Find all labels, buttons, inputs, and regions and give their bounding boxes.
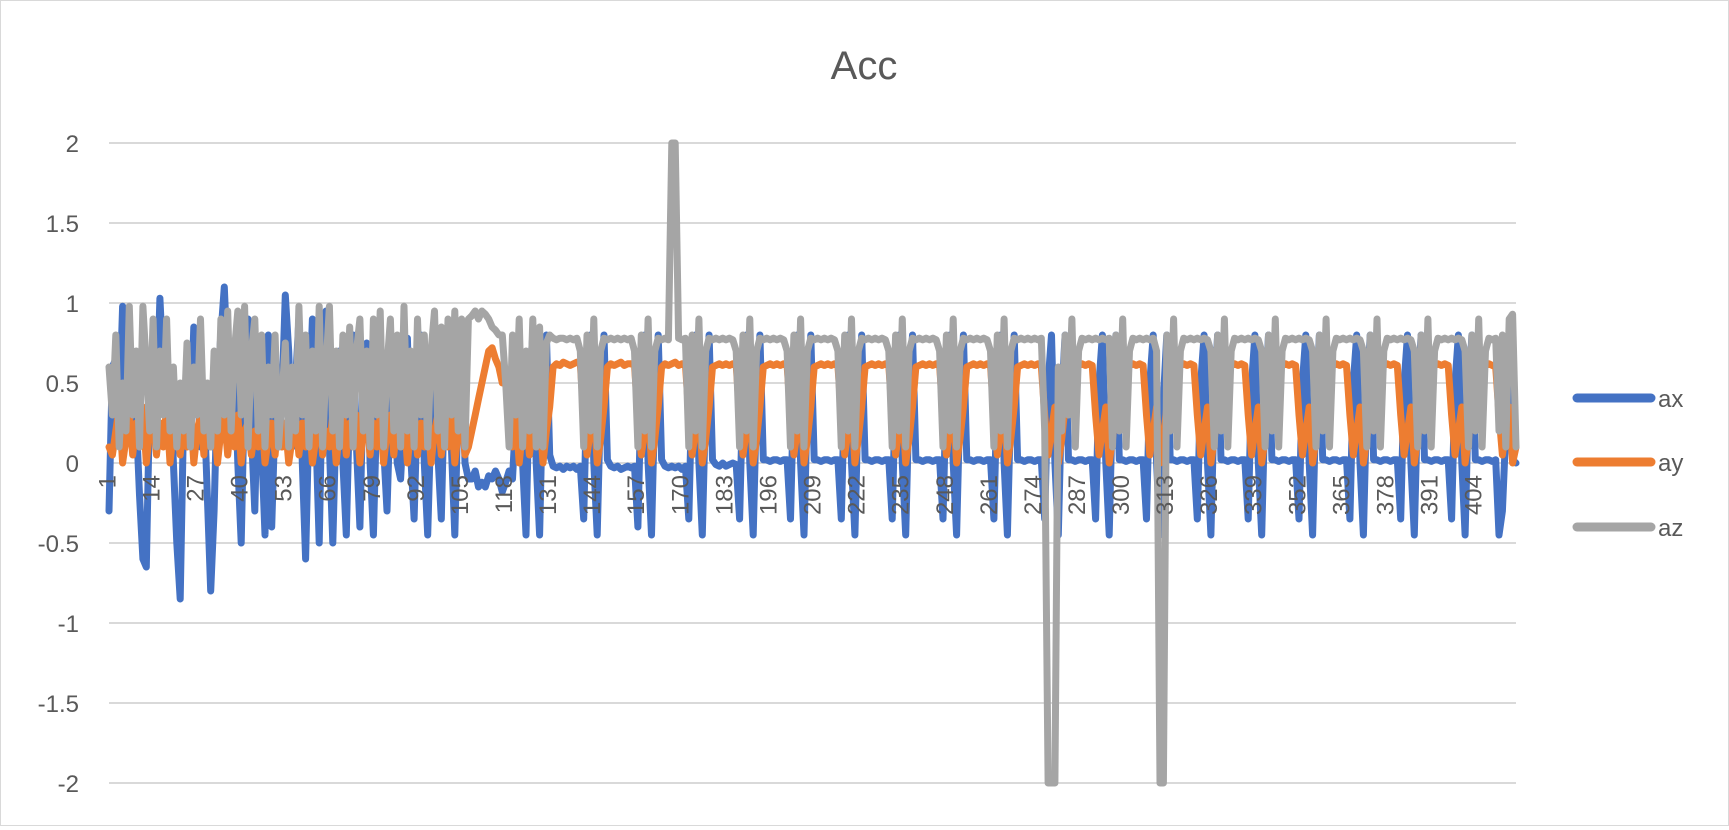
- x-tick-label: 53: [271, 475, 298, 502]
- legend-item-ax: ax: [1572, 386, 1683, 413]
- legend: ax ay az: [1572, 386, 1683, 542]
- y-tick-label: 0.5: [46, 371, 79, 398]
- x-tick-label: 326: [1196, 475, 1223, 515]
- y-axis-ticks: 2 1.5 1 0.5 0 -0.5 -1 -1.5 -2: [38, 131, 79, 798]
- x-tick-label: 339: [1240, 475, 1267, 515]
- x-tick-label: 235: [888, 475, 915, 515]
- x-tick-label: 274: [1020, 475, 1047, 515]
- x-tick-label: 196: [755, 475, 782, 515]
- y-tick-label: -1.5: [38, 691, 79, 718]
- x-tick-label: 391: [1417, 475, 1444, 515]
- x-tick-label: 300: [1108, 475, 1135, 515]
- y-tick-label: -2: [58, 771, 79, 798]
- x-tick-label: 92: [403, 475, 430, 502]
- x-tick-label: 313: [1152, 475, 1179, 515]
- x-tick-label: 40: [227, 475, 254, 502]
- x-tick-label: 352: [1284, 475, 1311, 515]
- x-tick-label: 183: [711, 475, 738, 515]
- x-tick-label: 14: [138, 475, 165, 502]
- y-tick-label: 0: [66, 451, 79, 478]
- x-tick-label: 378: [1373, 475, 1400, 515]
- x-tick-label: 209: [800, 475, 827, 515]
- y-tick-label: -0.5: [38, 531, 79, 558]
- x-tick-label: 105: [447, 475, 474, 515]
- x-tick-label: 365: [1328, 475, 1355, 515]
- legend-label: ax: [1658, 386, 1683, 413]
- series-line-az: [105, 139, 1520, 787]
- x-tick-label: 79: [359, 475, 386, 502]
- x-tick-label: 261: [976, 475, 1003, 515]
- legend-item-az: az: [1572, 515, 1683, 542]
- x-tick-label: 170: [667, 475, 694, 515]
- legend-label: az: [1658, 515, 1683, 542]
- legend-label: ay: [1658, 450, 1683, 477]
- x-tick-label: 157: [623, 475, 650, 515]
- y-tick-label: 1.5: [46, 211, 79, 238]
- x-axis-ticks: 1 14 27 40 53 66 79 92 105 118 131 144 157 170 183 196 2…: [94, 475, 1487, 515]
- x-tick-label: 404: [1461, 475, 1488, 515]
- x-tick-label: 27: [182, 475, 209, 502]
- x-tick-label: 144: [579, 475, 606, 515]
- x-tick-label: 248: [932, 475, 959, 515]
- x-tick-label: 222: [844, 475, 871, 515]
- x-tick-label: 66: [315, 475, 342, 502]
- series-lines: [105, 139, 1520, 787]
- y-tick-label: 2: [66, 131, 79, 158]
- x-tick-label: 287: [1064, 475, 1091, 515]
- x-tick-label: 118: [491, 475, 518, 513]
- legend-item-ay: ay: [1572, 450, 1683, 477]
- x-tick-label: 1: [94, 475, 121, 488]
- chart-title: Acc: [831, 44, 898, 88]
- x-tick-label: 131: [535, 475, 562, 515]
- y-tick-label: -1: [58, 611, 79, 638]
- y-tick-label: 1: [66, 291, 79, 318]
